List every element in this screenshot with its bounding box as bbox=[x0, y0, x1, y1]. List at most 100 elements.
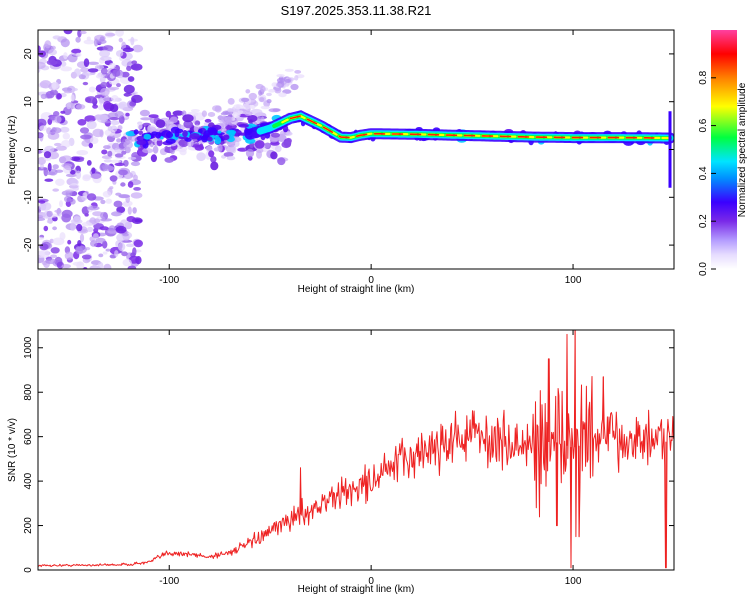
noise-blob bbox=[260, 105, 270, 110]
noise-blob bbox=[135, 249, 142, 253]
noise-blob bbox=[233, 137, 242, 142]
colorbar-tick-label: 0.0 bbox=[698, 262, 709, 276]
noise-blob bbox=[100, 81, 108, 88]
noise-blob bbox=[61, 163, 73, 168]
noise-blob bbox=[45, 258, 57, 265]
noise-blob bbox=[148, 114, 159, 118]
x-tick-label: 0 bbox=[368, 275, 374, 286]
noise-blob bbox=[61, 155, 72, 162]
noise-blob bbox=[132, 207, 137, 214]
noise-blob bbox=[250, 108, 263, 116]
noise-blob bbox=[111, 95, 119, 102]
noise-blob bbox=[194, 144, 205, 151]
noise-blob bbox=[82, 174, 92, 180]
noise-blob bbox=[284, 68, 294, 72]
noise-blob bbox=[142, 148, 154, 154]
noise-blob bbox=[127, 156, 137, 160]
noise-blob bbox=[123, 159, 129, 167]
colorbar: 0.0 0.2 0.4 0.6 0.8 Normalized spectral ampl… bbox=[698, 30, 748, 276]
noise-blob bbox=[99, 49, 111, 58]
colorbar-tick-label: 0.4 bbox=[698, 166, 709, 180]
noise-blob bbox=[59, 200, 63, 208]
noise-blob bbox=[75, 246, 83, 255]
signal-blob bbox=[143, 133, 152, 140]
noise-blob bbox=[125, 112, 130, 117]
noise-blob bbox=[227, 98, 235, 105]
noise-blob bbox=[92, 128, 104, 138]
noise-blob bbox=[245, 89, 251, 94]
noise-blob bbox=[150, 154, 157, 163]
noise-blob bbox=[127, 181, 134, 188]
noise-blob bbox=[67, 239, 72, 245]
signal-blob bbox=[217, 130, 222, 134]
noise-blob bbox=[151, 137, 158, 143]
noise-blob bbox=[48, 49, 57, 56]
noise-blob bbox=[52, 226, 57, 231]
signal-blob bbox=[185, 137, 192, 142]
noise-blob bbox=[126, 65, 132, 71]
snr-ylabel: SNR (10 * v/v) bbox=[7, 418, 18, 482]
noise-blob bbox=[59, 232, 66, 241]
noise-blob bbox=[100, 56, 112, 61]
noise-blob bbox=[60, 66, 73, 72]
noise-blob bbox=[137, 122, 143, 130]
noise-blob bbox=[108, 47, 113, 52]
noise-blob bbox=[274, 87, 282, 94]
noise-blob bbox=[93, 218, 101, 223]
noise-blob bbox=[82, 81, 89, 86]
noise-blob bbox=[227, 108, 234, 113]
noise-blob bbox=[100, 87, 110, 97]
noise-blob bbox=[114, 111, 124, 118]
noise-blob bbox=[79, 127, 90, 134]
noise-blob bbox=[99, 97, 104, 105]
x-tick-label: 0 bbox=[368, 576, 374, 587]
noise-blob bbox=[75, 36, 81, 43]
noise-blob bbox=[74, 68, 81, 77]
noise-blob bbox=[95, 237, 106, 243]
noise-blob bbox=[59, 126, 70, 133]
noise-blob bbox=[103, 145, 111, 150]
noise-blob bbox=[88, 86, 96, 93]
colorbar-label: Normalized spectral amplitude bbox=[737, 82, 748, 217]
y-tick-label: 0 bbox=[23, 146, 34, 152]
noise-blob bbox=[40, 93, 47, 100]
noise-blob bbox=[222, 121, 229, 127]
noise-blob bbox=[117, 125, 123, 131]
noise-blob bbox=[115, 50, 124, 57]
noise-blob bbox=[275, 145, 282, 153]
noise-blob bbox=[237, 110, 244, 114]
noise-blob bbox=[70, 94, 75, 102]
noise-blob bbox=[92, 264, 98, 269]
signal-blob bbox=[133, 129, 139, 135]
noise-blob bbox=[139, 109, 150, 117]
noise-blob bbox=[77, 240, 82, 247]
noise-blob bbox=[140, 117, 152, 121]
noise-blob bbox=[39, 125, 47, 131]
colorbar-tick-label: 0.2 bbox=[698, 214, 709, 228]
noise-blob bbox=[152, 145, 159, 154]
noise-blob bbox=[281, 140, 292, 149]
noise-blob bbox=[254, 140, 265, 149]
noise-blob bbox=[127, 76, 135, 82]
noise-blob bbox=[45, 171, 56, 176]
signal-blob bbox=[207, 136, 213, 142]
noise-blob bbox=[270, 151, 278, 160]
y-tick-label: 400 bbox=[23, 472, 34, 489]
noise-blob bbox=[81, 254, 92, 260]
noise-blob bbox=[108, 225, 116, 232]
noise-blob bbox=[117, 242, 126, 252]
noise-blob bbox=[102, 251, 108, 255]
noise-blob bbox=[66, 102, 71, 110]
spectrogram-xlabel: Height of straight line (km) bbox=[298, 284, 415, 295]
noise-blob bbox=[269, 139, 278, 143]
noise-blob bbox=[277, 157, 286, 166]
x-tick-label: 100 bbox=[565, 576, 582, 587]
noise-blob bbox=[56, 93, 62, 100]
signal-blob bbox=[174, 128, 184, 134]
noise-blob bbox=[132, 44, 144, 53]
noise-blob bbox=[115, 30, 124, 37]
noise-blob bbox=[97, 261, 104, 269]
noise-blob bbox=[100, 218, 113, 222]
snr-series-line bbox=[38, 330, 674, 569]
